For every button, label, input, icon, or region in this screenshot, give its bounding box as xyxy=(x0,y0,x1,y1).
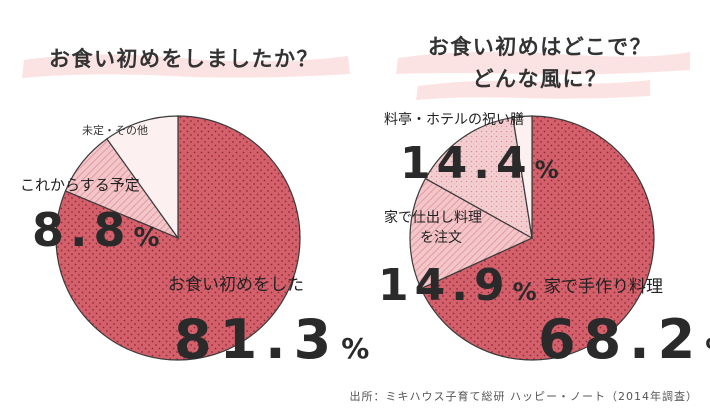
data-label-homemade: 68.2% xyxy=(538,308,710,371)
data-label-did: 81.3% xyxy=(174,308,377,371)
slice-label-shidashi: 家で仕出し料理 xyxy=(384,209,482,226)
pie-slice xyxy=(106,115,179,240)
pie-chart-where-how xyxy=(409,115,655,361)
chart-title: どんな風に？ xyxy=(473,67,608,91)
data-label-ryotei: 14.4% xyxy=(400,138,565,189)
title-underline-brush xyxy=(416,80,650,100)
pie-slice xyxy=(420,115,655,361)
chart-title: お食い初めはどこで？ xyxy=(428,35,652,59)
slice-label-shidashi-line2: を注文 xyxy=(420,230,462,246)
title-underline-brush xyxy=(22,54,350,78)
slice-label-planned: これからする予定 xyxy=(20,176,140,194)
pie-slice xyxy=(512,115,533,239)
pie-slice xyxy=(409,177,534,290)
pie-slice xyxy=(424,116,533,240)
slice-label-undecided: 未定・その他 xyxy=(82,123,148,137)
source-note: 出所：ミキハウス子育て総研 ハッピー・ノート（2014年調査） xyxy=(349,390,698,403)
data-label-planned: 8.8% xyxy=(32,203,166,257)
data-label-shidashi: 14.9% xyxy=(378,260,543,311)
slice-label-did: お食い初めをした xyxy=(168,275,304,295)
chart-title: お食い初めをしましたか？ xyxy=(49,47,319,71)
slice-label-homemade: 家で手作り料理 xyxy=(544,277,663,297)
pie-chart-did-okuizome xyxy=(55,115,301,361)
slice-label-ryotei: 料亭・ホテルの祝い膳 xyxy=(384,111,524,128)
title-underline-brush xyxy=(396,51,690,75)
